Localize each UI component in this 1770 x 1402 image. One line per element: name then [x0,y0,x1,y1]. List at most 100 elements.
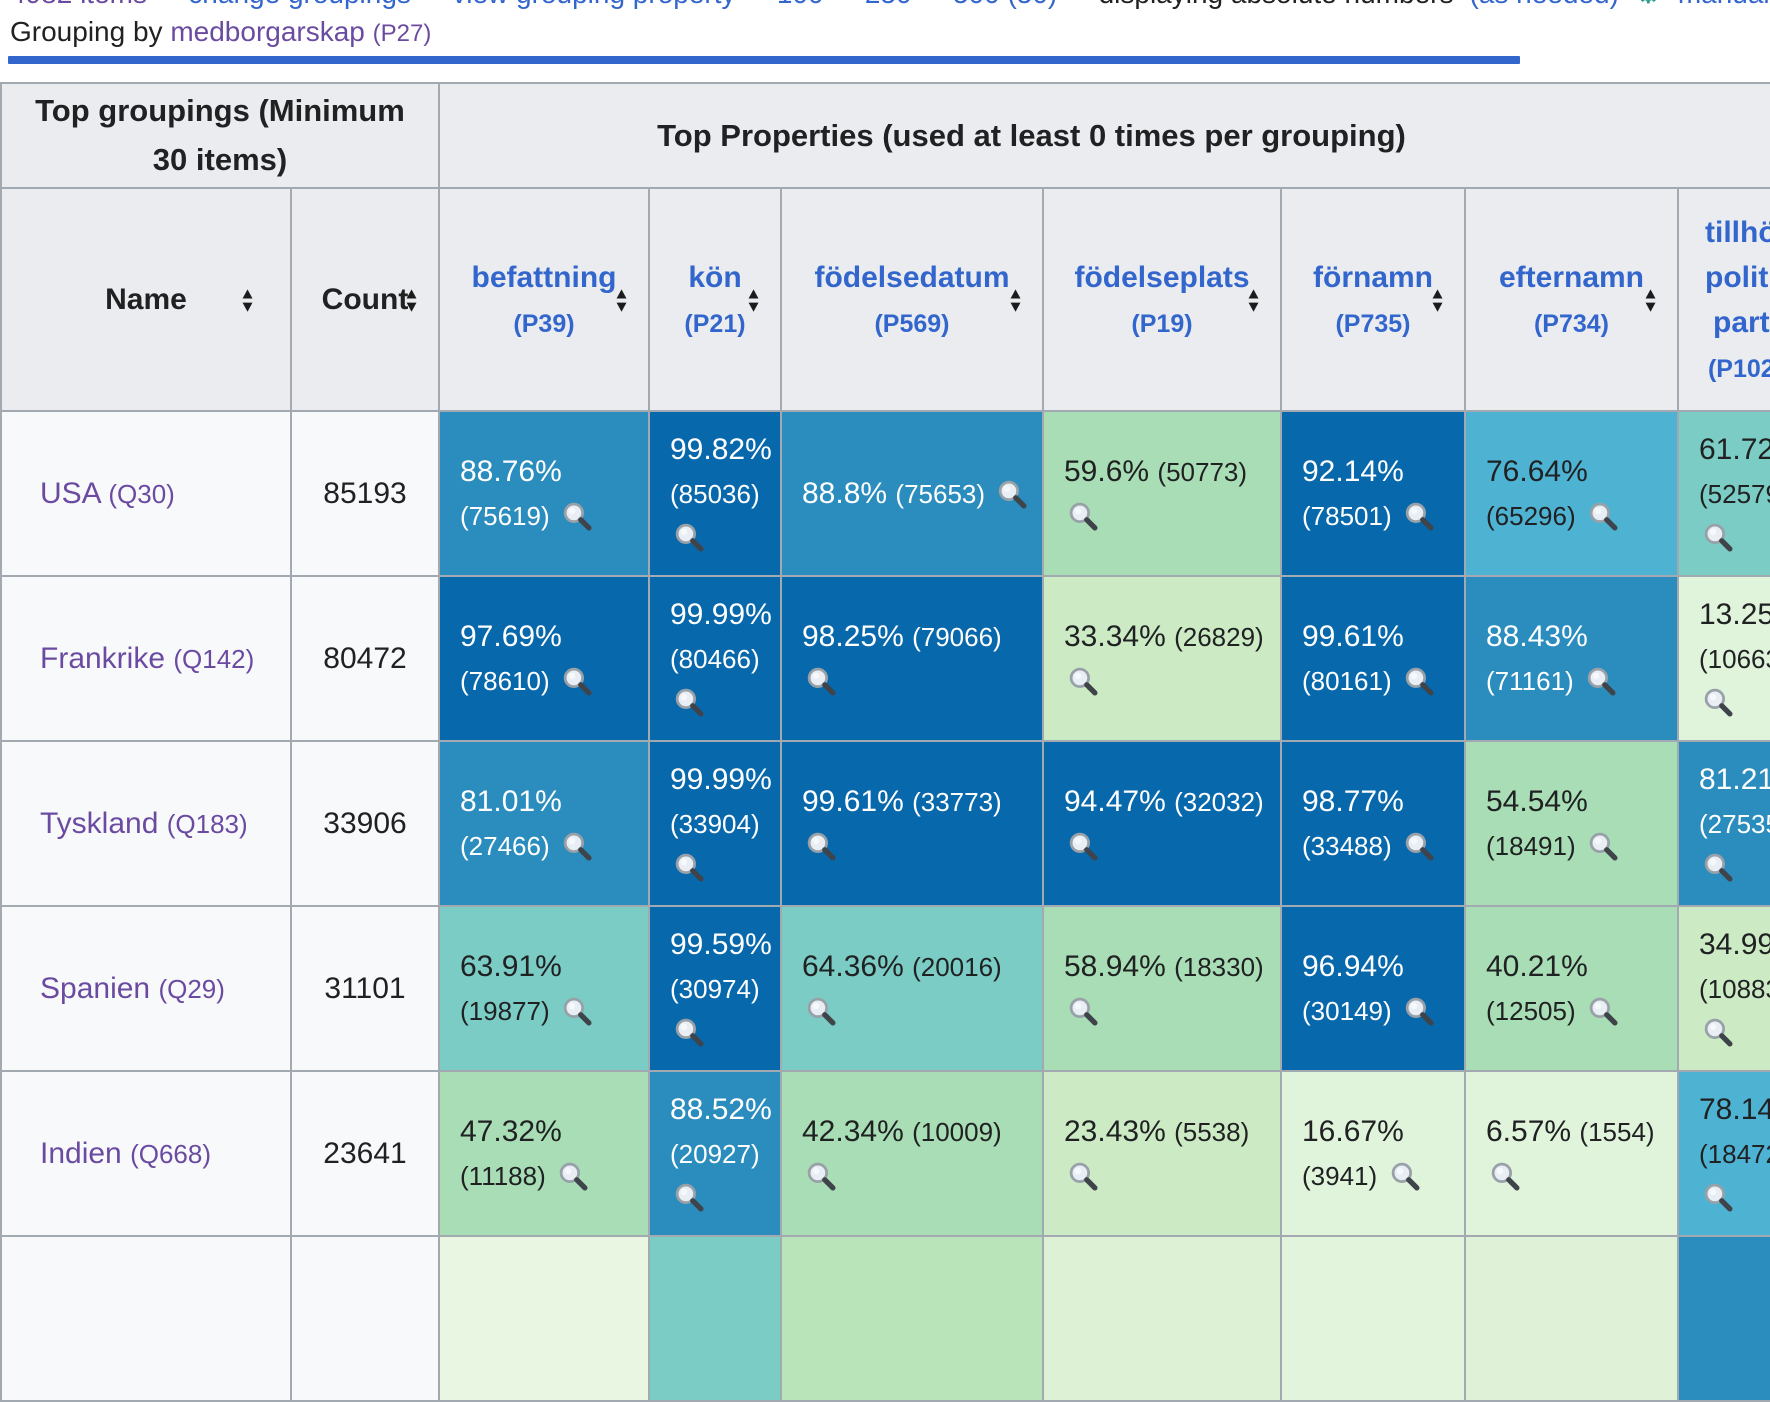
property-column-header-p102[interactable]: tillhör politiskt parti(P102)▲▼ [1676,187,1770,412]
top-toolbar-link[interactable]: (as needed) [1469,0,1618,9]
property-column-header-p569[interactable]: födelsedatum (P569) ▲ ▼ [780,187,1044,412]
grouping-property-link[interactable]: medborgarskap [170,16,365,47]
count-column-header[interactable]: Count ▲ ▼ [290,187,440,412]
item-count: (27535) [1699,808,1770,839]
magnifier-icon[interactable] [1588,831,1618,861]
property-column-header-p735[interactable]: förnamn (P735) ▲ ▼ [1280,187,1466,412]
property-column-header-p19[interactable]: födelseplats (P19) ▲ ▼ [1042,187,1282,412]
magnifier-icon[interactable] [806,1161,836,1191]
property-link[interactable]: efternamn [1498,260,1645,294]
property-value-cell: 81.01% (27466) [438,740,650,907]
magnifier-icon[interactable] [674,1182,704,1212]
top-toolbar-link[interactable]: change groupings [188,0,411,9]
magnifier-icon[interactable] [1703,522,1733,552]
top-toolbar-link[interactable]: 100 [777,0,824,9]
magnifier-icon[interactable] [1404,996,1434,1026]
magnifier-icon[interactable] [674,687,704,717]
property-column-header-p39[interactable]: befattning (P39) ▲ ▼ [438,187,650,412]
top-toolbar-link[interactable]: 250 [865,0,912,9]
sort-icon[interactable]: ▲ ▼ [403,284,420,315]
top-groupings-header: Top groupings (Minimum 30 items) [0,82,440,189]
magnifier-icon[interactable] [1588,501,1618,531]
magnifier-icon[interactable] [562,666,592,696]
property-link[interactable]: födelseplats [1074,260,1250,294]
grouping-qid-link[interactable]: (Q29) [158,973,225,1004]
property-link[interactable]: befattning [471,260,617,294]
item-count: (78501) [1302,500,1392,531]
grouping-link[interactable]: Frankrike [40,641,166,675]
magnifier-icon[interactable] [1703,1182,1733,1212]
magnifier-icon[interactable] [1404,501,1434,531]
magnifier-icon[interactable] [1068,831,1098,861]
property-id-link[interactable]: (P735) [1335,309,1411,338]
magnifier-icon[interactable] [806,666,836,696]
magnifier-icon[interactable] [562,996,592,1026]
magnifier-icon[interactable] [1404,666,1434,696]
property-id-link[interactable]: (P19) [1131,309,1193,338]
magnifier-icon[interactable] [1703,1017,1733,1047]
grouping-link[interactable]: Indien [40,1136,122,1170]
percent-value: 13.25% [1699,598,1770,632]
property-link[interactable]: förnamn [1313,260,1433,294]
grouping-property-id[interactable]: (P27) [372,20,432,47]
magnifier-icon[interactable] [674,1017,704,1047]
magnifier-icon[interactable] [1068,666,1098,696]
magnifier-icon[interactable] [1068,501,1098,531]
sort-icon[interactable]: ▲ ▼ [613,284,630,315]
grouping-link[interactable]: USA [40,476,101,510]
sort-icon[interactable]: ▲ ▼ [745,284,762,315]
top-toolbar-link[interactable]: view grouping property [452,0,735,9]
property-value-cell: 40.21% (12505) [1464,905,1679,1072]
magnifier-icon[interactable] [1068,1161,1098,1191]
magnifier-icon[interactable] [1490,1161,1520,1191]
magnifier-icon[interactable] [1586,666,1616,696]
sort-icon[interactable]: ▲ ▼ [239,284,256,315]
property-id-link[interactable]: (P734) [1533,309,1610,338]
top-toolbar-link[interactable]: manually update [1678,0,1770,9]
grouping-link[interactable]: Tyskland [40,806,159,840]
item-count: (30149) [1302,995,1392,1026]
item-count: (71161) [1486,665,1574,696]
magnifier-icon[interactable] [1588,996,1618,1026]
gear-icon[interactable]: ⚙ [1635,0,1662,10]
magnifier-icon[interactable] [806,831,836,861]
sort-icon[interactable]: ▲ ▼ [1429,284,1446,315]
property-value-cell: 88.43% (71161) [1464,575,1679,742]
name-column-header[interactable]: Name ▲ ▼ [0,187,292,412]
property-link[interactable]: kön [688,260,742,294]
property-id-link[interactable]: (P569) [874,309,950,338]
grouping-qid-link[interactable]: (Q183) [166,808,248,839]
top-toolbar-link[interactable]: 4982 items [10,0,147,9]
magnifier-icon[interactable] [806,996,836,1026]
property-link[interactable]: födelsedatum [814,260,1010,294]
magnifier-icon[interactable] [558,1161,588,1191]
top-toolbar-text: · [427,0,436,9]
magnifier-icon[interactable] [1703,687,1733,717]
grouping-qid-link[interactable]: (Q668) [130,1138,212,1169]
top-toolbar-link[interactable]: 500 (50) [953,0,1057,9]
sort-icon[interactable]: ▲ ▼ [1245,284,1262,315]
property-id-link[interactable]: (P102) [1707,354,1770,383]
property-column-header-p734[interactable]: efternamn (P734) ▲ ▼ [1464,187,1679,412]
item-count: (33773) [912,787,1002,817]
property-id-link[interactable]: (P21) [684,309,746,338]
property-id-link[interactable]: (P39) [513,309,575,338]
property-link[interactable]: tillhör politiskt parti [1705,215,1770,339]
magnifier-icon[interactable] [1703,852,1733,882]
percent-value: 99.99% [670,763,772,797]
top-toolbar-text: displaying absolute numbers [1099,0,1454,9]
magnifier-icon[interactable] [1404,831,1434,861]
grouping-qid-link[interactable]: (Q30) [108,478,175,509]
magnifier-icon[interactable] [674,522,704,552]
magnifier-icon[interactable] [562,501,592,531]
property-column-header-p21[interactable]: kön (P21) ▲ ▼ [648,187,782,412]
sort-icon[interactable]: ▲ ▼ [1007,284,1024,315]
magnifier-icon[interactable] [562,831,592,861]
sort-icon[interactable]: ▲ ▼ [1642,284,1659,315]
magnifier-icon[interactable] [997,479,1027,509]
magnifier-icon[interactable] [674,852,704,882]
magnifier-icon[interactable] [1068,996,1098,1026]
grouping-qid-link[interactable]: (Q142) [173,643,255,674]
grouping-link[interactable]: Spanien [40,971,151,1005]
magnifier-icon[interactable] [1390,1161,1420,1191]
